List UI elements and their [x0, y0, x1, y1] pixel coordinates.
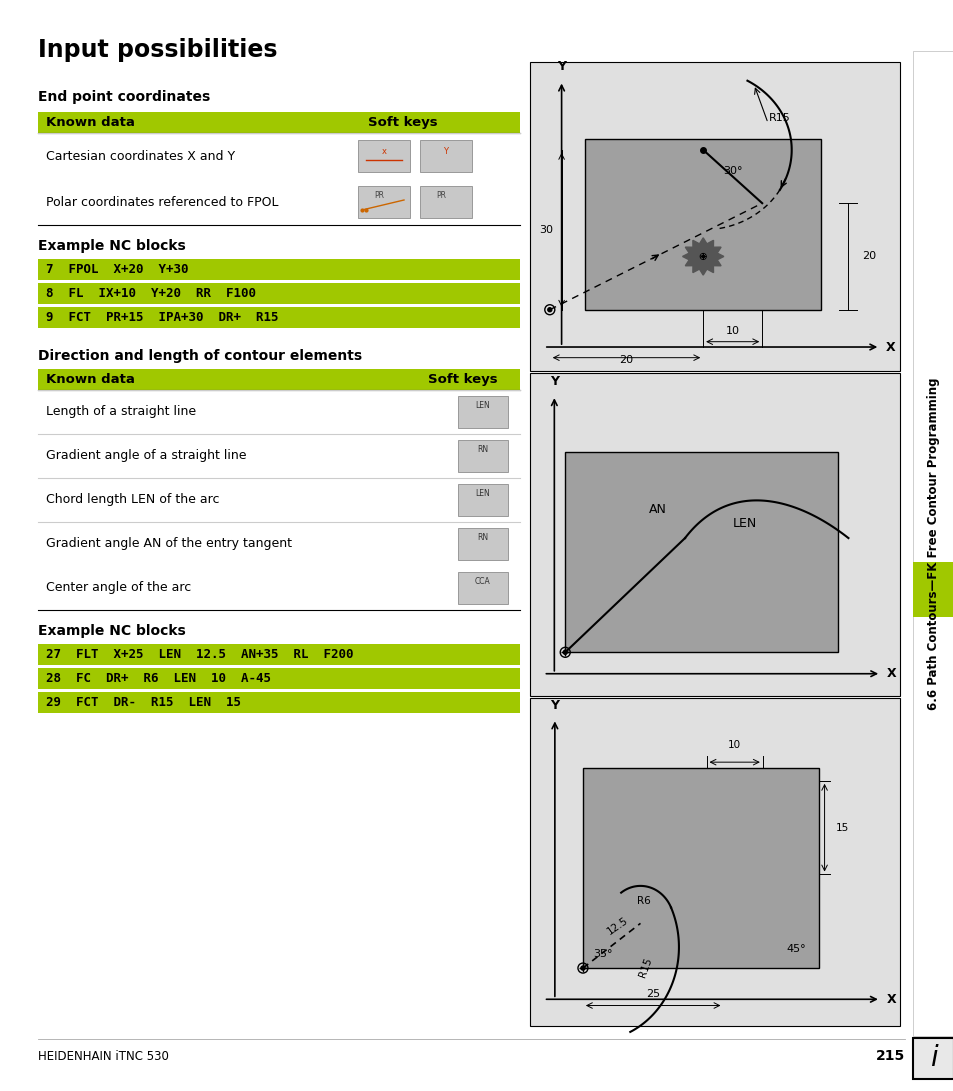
Bar — [38, 259, 519, 280]
Bar — [38, 644, 519, 666]
Bar — [457, 484, 507, 516]
Bar — [912, 51, 953, 1036]
Text: Example NC blocks: Example NC blocks — [38, 624, 186, 638]
Text: Soft keys: Soft keys — [368, 116, 437, 129]
Circle shape — [547, 308, 551, 312]
Text: Gradient angle AN of the entry tangent: Gradient angle AN of the entry tangent — [46, 538, 292, 551]
Text: 25: 25 — [645, 990, 659, 999]
Polygon shape — [681, 238, 723, 275]
Text: 15: 15 — [835, 823, 848, 832]
Polygon shape — [582, 768, 818, 968]
Text: Example NC blocks: Example NC blocks — [38, 239, 186, 253]
Text: LEN: LEN — [476, 490, 490, 499]
Text: X: X — [885, 993, 895, 1006]
Text: 30°: 30° — [722, 166, 741, 177]
Text: 29  FCT  DR-  R15  LEN  15: 29 FCT DR- R15 LEN 15 — [46, 696, 241, 709]
Text: 7  FPOL  X+20  Y+30: 7 FPOL X+20 Y+30 — [46, 263, 189, 276]
Text: Length of a straight line: Length of a straight line — [46, 406, 196, 419]
Bar — [38, 692, 519, 714]
Text: Cartesian coordinates X and Y: Cartesian coordinates X and Y — [46, 149, 234, 163]
Text: LEN: LEN — [732, 517, 757, 530]
Text: 10: 10 — [725, 326, 739, 336]
Text: CCA: CCA — [475, 577, 491, 587]
Text: i: i — [928, 1044, 937, 1072]
Bar — [419, 140, 472, 172]
Text: PR: PR — [436, 192, 446, 201]
Text: Polar coordinates referenced to FPOL: Polar coordinates referenced to FPOL — [46, 195, 278, 208]
Text: 8  FL  IX+10  Y+20  RR  F100: 8 FL IX+10 Y+20 RR F100 — [46, 287, 255, 300]
Bar — [530, 373, 899, 696]
Text: 20: 20 — [862, 251, 876, 262]
Text: 28  FC  DR+  R6  LEN  10  A-45: 28 FC DR+ R6 LEN 10 A-45 — [46, 672, 271, 685]
Text: End point coordinates: End point coordinates — [38, 89, 210, 104]
Text: 45°: 45° — [786, 945, 805, 955]
Text: RN: RN — [476, 533, 488, 542]
Text: Gradient angle of a straight line: Gradient angle of a straight line — [46, 449, 246, 463]
Polygon shape — [584, 140, 821, 310]
Circle shape — [562, 650, 567, 655]
Bar — [530, 62, 899, 371]
Text: Y: Y — [550, 699, 558, 712]
Bar — [912, 562, 953, 616]
Text: 10: 10 — [727, 740, 740, 750]
Polygon shape — [564, 453, 837, 652]
Text: 30: 30 — [538, 225, 552, 235]
Bar — [530, 698, 899, 1026]
Text: R6: R6 — [637, 896, 650, 907]
Text: Y: Y — [549, 375, 558, 388]
Text: X: X — [885, 668, 895, 680]
Bar — [457, 396, 507, 428]
Text: 35°: 35° — [592, 949, 612, 959]
Text: Input possibilities: Input possibilities — [38, 38, 277, 62]
Text: x: x — [381, 146, 386, 156]
Text: X: X — [885, 340, 895, 353]
Text: Known data: Known data — [46, 116, 134, 129]
Bar — [38, 668, 519, 690]
Bar — [357, 185, 410, 218]
Bar — [457, 528, 507, 560]
Text: R15: R15 — [768, 113, 790, 123]
Text: 27  FLT  X+25  LEN  12.5  AN+35  RL  F200: 27 FLT X+25 LEN 12.5 AN+35 RL F200 — [46, 648, 354, 661]
Bar — [38, 112, 519, 133]
Text: AN: AN — [648, 503, 666, 516]
Text: 6.6 Path Contours—FK Free Contour Programming: 6.6 Path Contours—FK Free Contour Progra… — [926, 377, 939, 710]
Text: HEIDENHAIN iTNC 530: HEIDENHAIN iTNC 530 — [38, 1050, 169, 1063]
Bar — [38, 307, 519, 328]
Text: RN: RN — [476, 445, 488, 455]
Text: PR: PR — [374, 192, 384, 201]
Bar — [38, 369, 519, 389]
Text: Known data: Known data — [46, 373, 134, 386]
Circle shape — [700, 253, 705, 260]
Text: 9  FCT  PR+15  IPA+30  DR+  R15: 9 FCT PR+15 IPA+30 DR+ R15 — [46, 311, 278, 324]
Circle shape — [701, 255, 704, 257]
Text: Chord length LEN of the arc: Chord length LEN of the arc — [46, 493, 219, 506]
Bar — [38, 283, 519, 304]
Text: Center angle of the arc: Center angle of the arc — [46, 582, 191, 595]
Bar — [357, 140, 410, 172]
Text: Y: Y — [557, 60, 565, 73]
Text: 20: 20 — [618, 355, 633, 365]
Bar — [457, 440, 507, 472]
Circle shape — [580, 966, 584, 970]
Text: R15: R15 — [638, 957, 654, 979]
Text: 215: 215 — [875, 1050, 904, 1063]
Text: Direction and length of contour elements: Direction and length of contour elements — [38, 349, 362, 363]
Bar — [419, 185, 472, 218]
Text: Soft keys: Soft keys — [428, 373, 497, 386]
Bar — [457, 572, 507, 604]
Text: LEN: LEN — [476, 401, 490, 410]
Text: 12.5: 12.5 — [605, 915, 630, 937]
Bar — [912, 1038, 953, 1079]
Text: Y: Y — [443, 146, 448, 156]
